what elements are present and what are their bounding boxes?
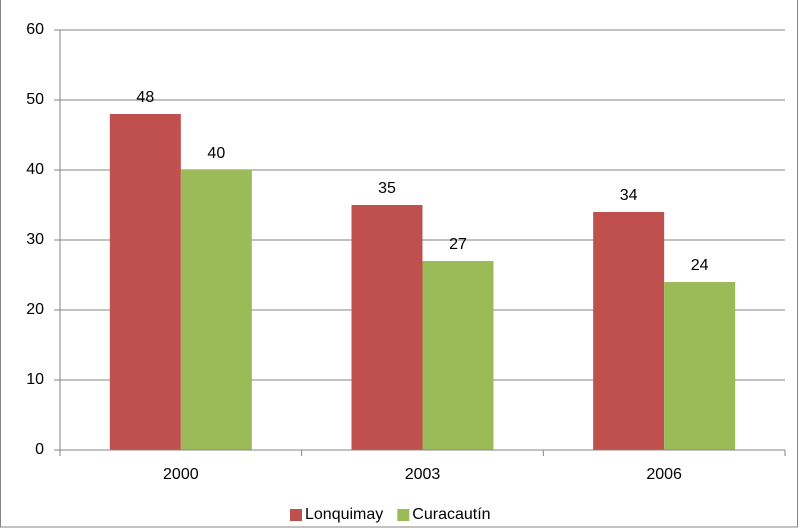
bar <box>351 205 423 450</box>
x-tick-label: 2003 <box>405 466 441 483</box>
y-tick-label: 0 <box>35 441 44 458</box>
bar <box>109 114 181 450</box>
bar <box>593 212 665 450</box>
data-label: 48 <box>136 89 154 106</box>
bar <box>422 261 494 450</box>
y-tick-label: 20 <box>26 301 44 318</box>
y-tick-label: 60 <box>26 21 44 38</box>
legend-label: Lonquimay <box>305 506 383 523</box>
y-tick-label: 40 <box>26 161 44 178</box>
data-label: 35 <box>378 180 396 197</box>
y-tick-label: 50 <box>26 91 44 108</box>
y-tick-label: 10 <box>26 371 44 388</box>
x-tick-label: 2000 <box>163 466 199 483</box>
bar <box>664 282 736 450</box>
legend-swatch <box>290 509 302 521</box>
data-label: 34 <box>620 187 638 204</box>
data-label: 27 <box>449 236 467 253</box>
bar <box>180 170 252 450</box>
x-tick-label: 2006 <box>646 466 682 483</box>
data-label: 40 <box>207 145 225 162</box>
legend-label: Curacautín <box>412 506 490 523</box>
data-label: 24 <box>691 257 709 274</box>
y-tick-label: 30 <box>26 231 44 248</box>
legend-swatch <box>397 509 410 521</box>
